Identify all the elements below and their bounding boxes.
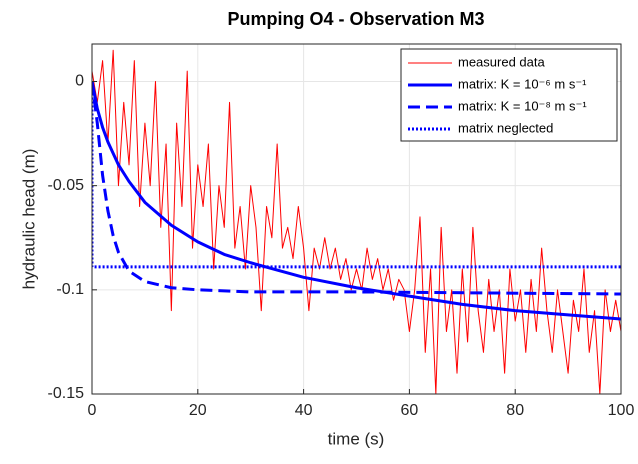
x-tick-label: 100 — [608, 402, 635, 419]
series-line — [92, 81, 621, 296]
x-tick-label: 0 — [88, 402, 97, 419]
y-tick-label: -0.1 — [56, 281, 84, 298]
y-axis-label: hydraulic head (m) — [19, 149, 38, 290]
axes-box — [91, 43, 622, 395]
legend-label: matrix: K = 10⁻⁸ m s⁻¹ — [458, 98, 587, 113]
y-tick-label: -0.15 — [48, 385, 85, 402]
x-tick-label: 60 — [401, 402, 419, 419]
series-line — [92, 49, 621, 394]
ticks: 0 20 40 60 80 100 0 -0.05 -0.1 -0.15 — [48, 73, 635, 420]
lines — [92, 49, 621, 394]
legend-box — [400, 48, 618, 142]
legend-label: matrix: K = 10⁻⁶ m s⁻¹ — [458, 76, 587, 91]
legend-label: measured data — [458, 54, 545, 69]
legend: measured data matrix: K = 10⁻⁶ m s⁻¹ matri… — [400, 48, 618, 142]
y-tick-label: 0 — [75, 73, 84, 90]
legend-label: matrix neglected — [458, 120, 553, 135]
x-tick-label: 40 — [295, 402, 313, 419]
chart-title: Pumping O4 - Observation M3 — [227, 9, 484, 29]
series-line — [92, 81, 621, 321]
x-axis-label: time (s) — [328, 429, 385, 448]
x-tick-label: 80 — [506, 402, 524, 419]
y-tick-label: -0.05 — [48, 177, 85, 194]
x-tick-label: 20 — [189, 402, 207, 419]
